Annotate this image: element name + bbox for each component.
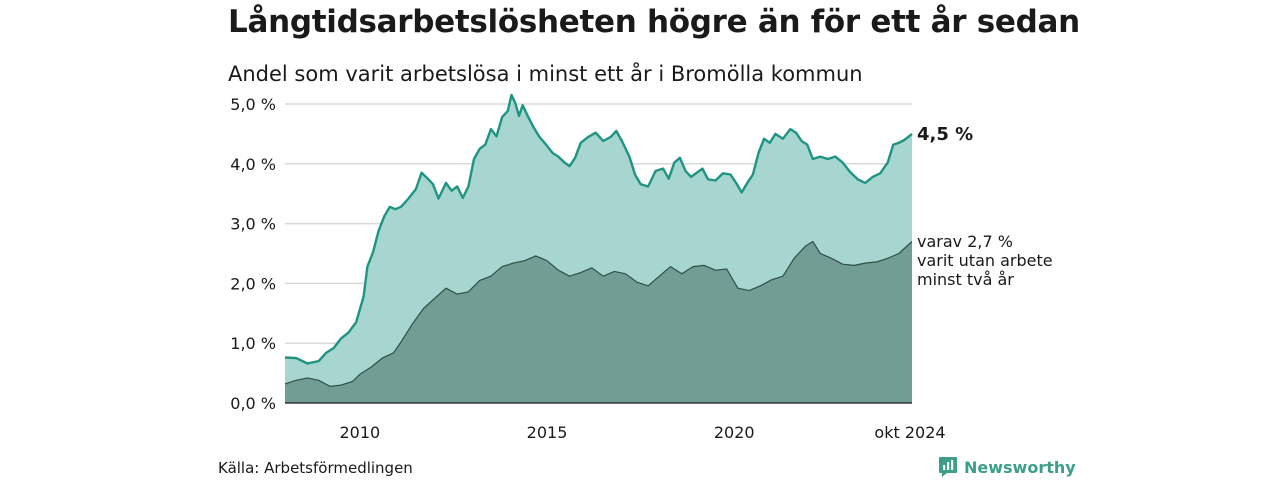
long-term-area (285, 241, 912, 403)
x-tick-label: okt 2024 (874, 423, 945, 442)
x-tick-label: 2020 (714, 423, 755, 442)
newsworthy-logo-icon (939, 457, 957, 477)
long-term-series-label: varav 2,7 % varit utan arbete minst två år (917, 232, 1053, 289)
brand-name: Newsworthy (964, 457, 1076, 477)
long-term-label-line: varit utan arbete (917, 251, 1053, 270)
series-labels: 4,5 % varav 2,7 % varit utan arbete minst t… (917, 124, 1053, 289)
y-tick-label: 2,0 % (230, 274, 276, 293)
long-term-label-line: minst två år (917, 270, 1014, 289)
y-tick-label: 5,0 % (230, 95, 276, 114)
x-tick-label: 2015 (527, 423, 568, 442)
y-tick-label: 3,0 % (230, 215, 276, 234)
long-term-label-line: varav 2,7 % (917, 232, 1013, 251)
y-tick-label: 4,0 % (230, 155, 276, 174)
total-line (284, 93, 913, 365)
total-series-label: 4,5 % (917, 124, 973, 145)
y-tick-label: 1,0 % (230, 334, 276, 353)
long-term-line (284, 240, 913, 387)
x-tick-label: 2010 (340, 423, 381, 442)
chart-axes: 0,0 % 1,0 % 2,0 % 3,0 % 4,0 % 5,0 % 2010 2015 20… (230, 95, 945, 442)
chart-subtitle: Andel som varit arbetslösa i minst ett å… (228, 62, 863, 86)
chart-areas (284, 93, 913, 403)
y-tick-label: 0,0 % (230, 394, 276, 413)
brand-logo[interactable]: Newsworthy (938, 456, 1076, 478)
chart-title: Långtidsarbetslösheten högre än för ett … (228, 4, 1080, 40)
source-note: Källa: Arbetsförmedlingen (218, 459, 413, 477)
